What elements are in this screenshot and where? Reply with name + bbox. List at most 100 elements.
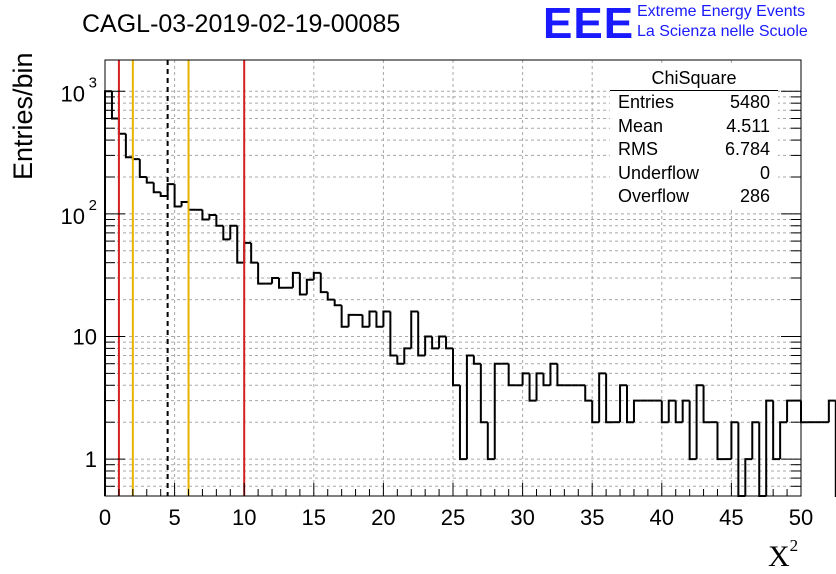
x-tick-label: 30 bbox=[510, 505, 534, 530]
histogram-bin bbox=[787, 401, 794, 423]
histogram-bin bbox=[495, 364, 502, 459]
x-tick-label: 35 bbox=[580, 505, 604, 530]
histogram-bin bbox=[244, 243, 251, 263]
stats-value: 4.511 bbox=[726, 115, 770, 139]
histogram-bin bbox=[731, 422, 738, 459]
histogram-bin bbox=[752, 422, 759, 459]
histogram-bin bbox=[634, 401, 641, 423]
histogram-bin bbox=[481, 364, 488, 422]
histogram-bin bbox=[209, 215, 216, 220]
x-tick-label: 10 bbox=[232, 505, 256, 530]
histogram-bin bbox=[349, 315, 356, 327]
histogram-bin bbox=[488, 422, 495, 459]
logo-text-line-2: La Scienza nelle Scuole bbox=[637, 23, 808, 41]
histogram-bin bbox=[216, 215, 223, 226]
y-axis-label: Entries/bin bbox=[8, 52, 39, 180]
histogram-bin bbox=[523, 373, 530, 385]
stats-value: 286 bbox=[740, 185, 770, 209]
histogram-bin bbox=[105, 91, 112, 496]
histogram-bin bbox=[390, 311, 397, 355]
stats-key: Entries bbox=[618, 91, 674, 115]
logo-text-line-1: Extreme Energy Events bbox=[637, 3, 805, 21]
histogram-bin bbox=[662, 401, 669, 423]
histogram-bin bbox=[766, 401, 773, 496]
histogram-bin bbox=[690, 401, 697, 459]
histogram-bin bbox=[704, 385, 711, 422]
stats-key: Mean bbox=[618, 115, 663, 139]
histogram-bin bbox=[300, 273, 307, 295]
eee-logo: EEE bbox=[543, 2, 634, 46]
histogram-bin bbox=[328, 292, 335, 299]
y-tick-label: 10 bbox=[61, 81, 85, 106]
histogram-bin bbox=[175, 184, 182, 206]
x-tick-label: 5 bbox=[168, 505, 180, 530]
histogram-bin bbox=[418, 311, 425, 355]
stats-key: Overflow bbox=[618, 185, 689, 209]
histogram-bin bbox=[683, 401, 690, 423]
stats-row-overflow: Overflow 286 bbox=[610, 185, 778, 209]
histogram-bin bbox=[133, 157, 140, 159]
y-tick-label-exponent: 2 bbox=[89, 197, 97, 214]
y-tick-label-exponent: 3 bbox=[89, 74, 97, 91]
x-tick-label: 40 bbox=[650, 505, 674, 530]
histogram-bin bbox=[425, 336, 432, 355]
histogram-bin bbox=[599, 373, 606, 422]
histogram-bin bbox=[147, 177, 154, 183]
x-tick-label: 20 bbox=[371, 505, 395, 530]
histogram-bin bbox=[112, 91, 119, 118]
stats-row-entries: Entries 5480 bbox=[610, 91, 778, 115]
histogram-bin bbox=[119, 118, 126, 133]
histogram-bin bbox=[509, 364, 516, 386]
stats-row-rms: RMS 6.784 bbox=[610, 138, 778, 162]
histogram-bin bbox=[453, 348, 460, 385]
histogram-bin bbox=[140, 159, 147, 177]
histogram-bin bbox=[307, 280, 314, 295]
histogram-bin bbox=[829, 401, 836, 423]
histogram-bin bbox=[530, 373, 537, 400]
histogram-bin bbox=[543, 373, 550, 385]
histogram-bin bbox=[592, 401, 599, 423]
x-axis-label: X2 bbox=[768, 536, 798, 574]
x-tick-label: 25 bbox=[441, 505, 465, 530]
histogram-bin bbox=[474, 355, 481, 363]
histogram-bin bbox=[369, 311, 376, 326]
histogram-bin bbox=[293, 273, 300, 288]
histogram-bin bbox=[161, 192, 168, 196]
x-tick-label: 15 bbox=[302, 505, 326, 530]
stats-box: ChiSquare Entries 5480 Mean 4.511 RMS 6.… bbox=[610, 66, 778, 209]
histogram-bin bbox=[676, 401, 683, 423]
histogram-bin bbox=[467, 355, 474, 459]
histogram-bin bbox=[154, 183, 161, 193]
histogram-bin bbox=[279, 278, 286, 288]
y-tick-label: 1 bbox=[85, 447, 97, 472]
histogram-bin bbox=[669, 401, 676, 423]
histogram-bin bbox=[237, 226, 244, 263]
histogram-bin bbox=[801, 401, 808, 423]
histogram-bin bbox=[363, 315, 370, 327]
y-tick-label: 10 bbox=[61, 204, 85, 229]
histogram-bin bbox=[606, 373, 613, 422]
stats-title: ChiSquare bbox=[610, 66, 778, 91]
histogram-bin bbox=[585, 385, 592, 400]
histogram-bin bbox=[557, 364, 564, 386]
histogram-bin bbox=[780, 422, 787, 459]
stats-key: Underflow bbox=[618, 162, 699, 186]
stats-value: 6.784 bbox=[725, 138, 770, 162]
histogram-bin bbox=[182, 202, 189, 206]
histogram-bin bbox=[342, 305, 349, 327]
histogram-bin bbox=[383, 311, 390, 326]
histogram-bin bbox=[773, 401, 780, 459]
histogram-bin bbox=[251, 243, 258, 263]
histogram-bin bbox=[168, 184, 175, 196]
y-tick-label: 10 bbox=[73, 324, 97, 349]
stats-value: 5480 bbox=[730, 91, 770, 115]
x-tick-label: 45 bbox=[719, 505, 743, 530]
histogram-bin bbox=[189, 202, 196, 210]
histogram-bin bbox=[258, 263, 265, 284]
stats-row-mean: Mean 4.511 bbox=[610, 115, 778, 139]
stats-key: RMS bbox=[618, 138, 658, 162]
stats-value: 0 bbox=[760, 162, 770, 186]
histogram-bin bbox=[620, 385, 627, 422]
histogram-bin bbox=[314, 273, 321, 280]
histogram-bin bbox=[202, 210, 209, 220]
